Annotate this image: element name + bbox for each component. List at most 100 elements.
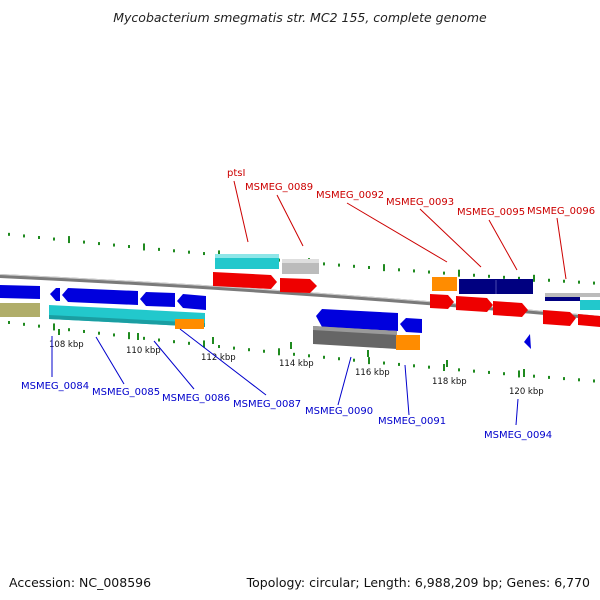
gc-dot xyxy=(53,237,55,241)
gene-label: MSMEG_0084 xyxy=(21,381,89,392)
gc-dot xyxy=(263,349,265,353)
gc-dot xyxy=(293,352,295,356)
cds-arrow-forward xyxy=(543,310,576,326)
gc-dot xyxy=(98,331,100,335)
gc-dot xyxy=(443,364,445,372)
gc-dot xyxy=(458,368,460,372)
gc-dot xyxy=(413,269,415,273)
gc-dot xyxy=(38,324,40,328)
tick-label: 120 kbp xyxy=(509,387,544,397)
cds-arrow-reverse xyxy=(524,334,531,349)
gc-dot xyxy=(158,247,160,251)
genome-summary: Topology: circular; Length: 6,988,209 bp… xyxy=(246,575,590,590)
gc-dot xyxy=(458,269,460,277)
gene-label: MSMEG_0096 xyxy=(527,206,595,217)
gc-dot xyxy=(428,270,430,274)
gc-dot xyxy=(473,369,475,373)
gc-dot xyxy=(398,362,400,366)
gc-dot xyxy=(428,365,430,369)
gc-dot xyxy=(143,243,145,251)
gc-dot xyxy=(83,329,85,333)
gc-dots-lower xyxy=(8,320,595,383)
cds-arrow-forward xyxy=(456,296,493,312)
gc-dot xyxy=(8,320,10,324)
cds-arrow-reverse xyxy=(50,288,60,301)
gc-dot xyxy=(368,357,370,365)
cds-arrow-reverse xyxy=(400,318,422,333)
gene-label: MSMEG_0092 xyxy=(316,190,384,201)
gc-dot xyxy=(578,378,580,382)
gc-dot xyxy=(593,379,595,383)
gc-dot xyxy=(8,232,10,236)
gc-dot xyxy=(518,370,520,378)
tick-label: 116 kbp xyxy=(355,368,390,378)
gc-dot xyxy=(503,372,505,376)
gc-dot xyxy=(323,355,325,359)
gc-dot xyxy=(113,333,115,337)
gc-dot xyxy=(188,250,190,254)
cds-arrow-forward xyxy=(213,272,277,289)
reverse-strand-genes xyxy=(0,285,531,350)
gene-label: MSMEG_0094 xyxy=(484,430,552,441)
gene-label: MSMEG_0091 xyxy=(378,416,446,427)
gc-dot xyxy=(188,341,190,345)
gc-dot xyxy=(203,252,205,256)
gc-dot xyxy=(563,377,565,381)
gc-dot xyxy=(368,265,370,269)
gc-dot xyxy=(533,274,535,282)
cds-arrow-reverse xyxy=(140,292,175,307)
gc-dot xyxy=(173,249,175,253)
gc-dot xyxy=(548,278,550,282)
gene-feature-cyan xyxy=(580,300,600,310)
gc-dot xyxy=(98,242,100,246)
cds-arrow-reverse xyxy=(62,288,138,305)
gc-dot xyxy=(593,281,595,285)
gc-dot xyxy=(68,236,70,244)
cds-arrow-forward xyxy=(493,301,528,317)
gc-dot xyxy=(218,345,220,349)
cds-arrow-reverse xyxy=(177,294,206,310)
gc-dot xyxy=(383,361,385,365)
map-title: Mycobacterium smegmatis str. MC2 155, co… xyxy=(113,10,487,25)
cds-arrow-forward xyxy=(280,278,317,293)
gc-dot xyxy=(128,332,130,340)
gc-dot xyxy=(353,264,355,268)
gc-dot xyxy=(278,348,280,356)
gene-feature-olive xyxy=(0,303,40,317)
gc-dot xyxy=(353,358,355,362)
gc-dot xyxy=(128,245,130,249)
gc-dot xyxy=(158,338,160,342)
gc-dot xyxy=(563,279,565,283)
gene-label: MSMEG_0095 xyxy=(457,207,525,218)
gc-dot xyxy=(218,250,220,258)
gc-dot xyxy=(503,275,505,279)
gc-dot xyxy=(233,346,235,350)
gc-dot xyxy=(473,273,475,277)
gc-dot xyxy=(578,280,580,284)
gene-label: MSMEG_0089 xyxy=(245,182,313,193)
tick-label: 110 kbp xyxy=(126,346,161,356)
forward-gene-labels: ptsI MSMEG_0089 MSMEG_0092 MSMEG_0093 MS… xyxy=(227,168,595,280)
gc-dot xyxy=(383,264,385,272)
gc-dot xyxy=(68,328,70,332)
gene-label: MSMEG_0086 xyxy=(162,393,230,404)
gene-label: MSMEG_0085 xyxy=(92,387,160,398)
gc-dot xyxy=(38,235,40,239)
gc-dot xyxy=(518,276,520,280)
cds-arrow-reverse xyxy=(0,285,40,299)
reverse-gene-labels: MSMEG_0084 MSMEG_0085 MSMEG_0086 MSMEG_0… xyxy=(21,328,552,441)
gc-dot xyxy=(398,268,400,272)
gene-label: MSMEG_0093 xyxy=(386,197,454,208)
gene-feature-orange xyxy=(432,277,457,291)
gc-dot xyxy=(53,323,55,331)
gc-dot xyxy=(83,240,85,244)
tick-label: 118 kbp xyxy=(432,377,467,387)
gc-dot xyxy=(308,354,310,358)
cds-arrow-forward xyxy=(430,294,454,309)
gc-dot xyxy=(488,370,490,374)
gc-dot xyxy=(488,274,490,278)
gc-dot xyxy=(548,375,550,379)
gc-dot xyxy=(323,262,325,266)
gc-dot xyxy=(113,243,115,247)
